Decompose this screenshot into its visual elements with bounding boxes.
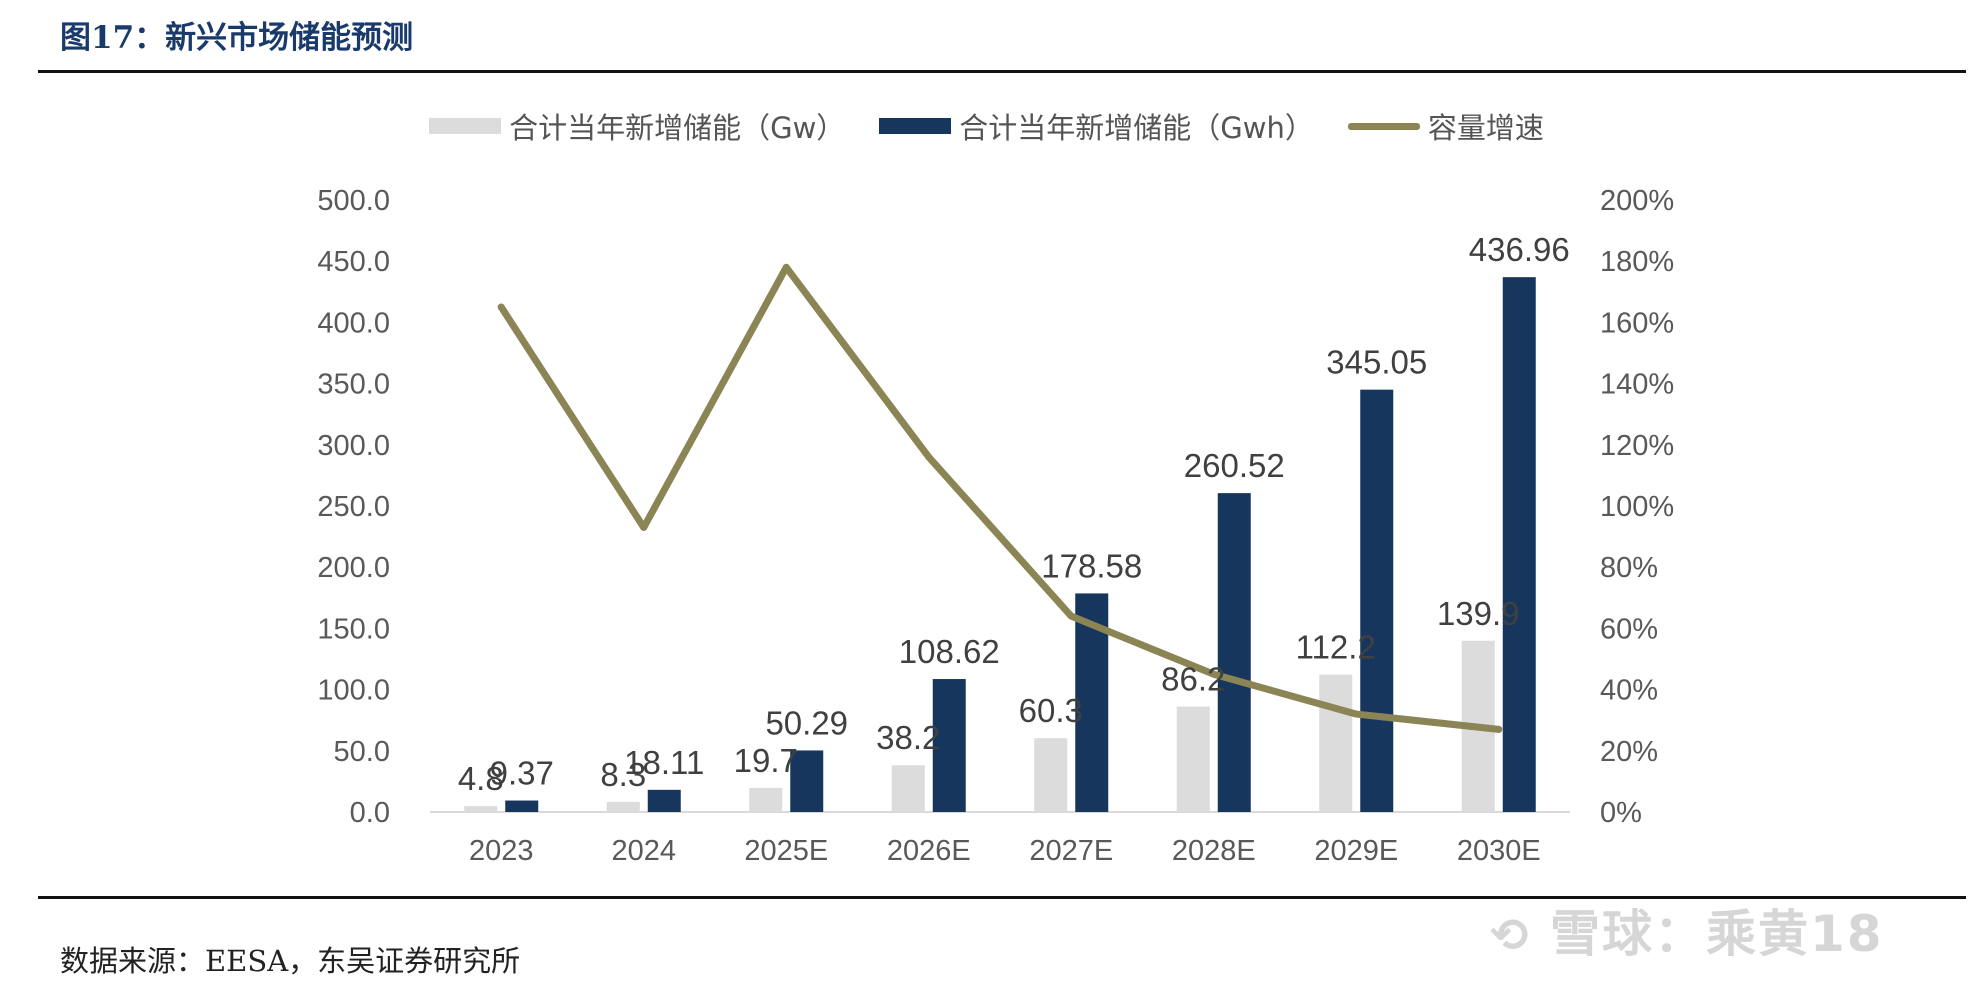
- data-label-gw: 38.2: [876, 719, 940, 756]
- legend-label-gw: 合计当年新增储能（Gw）: [509, 111, 846, 145]
- y2-tick-label: 200%: [1600, 185, 1674, 217]
- bar-gw: [1034, 738, 1068, 812]
- bar-gwh: [932, 679, 966, 812]
- bar-gwh: [505, 800, 539, 812]
- snowball-logo-icon: ⟲: [1490, 908, 1531, 962]
- bar-gw: [1176, 706, 1210, 812]
- x-tick-label: 2029E: [1314, 835, 1398, 867]
- x-tick-label: 2027E: [1029, 835, 1113, 867]
- x-tick-label: 2030E: [1457, 835, 1541, 867]
- data-label-gw: 60.3: [1019, 692, 1083, 729]
- x-tick-label: 2024: [611, 835, 676, 867]
- point-growth: [640, 523, 648, 531]
- point-growth: [497, 303, 505, 311]
- data-label-gw: 19.7: [734, 742, 798, 779]
- bar-gw: [891, 765, 925, 812]
- legend-label-gwh: 合计当年新增储能（Gwh）: [959, 111, 1314, 145]
- top-rule: [38, 70, 1966, 73]
- legend-swatch-gwh: [879, 118, 952, 134]
- point-growth: [1352, 710, 1360, 718]
- legend-item-growth: 容量增速: [1347, 105, 1544, 147]
- y-tick-label: 500.0: [317, 185, 390, 217]
- chart-legend: 合计当年新增储能（Gw） 合计当年新增储能（Gwh） 容量增速: [0, 105, 1973, 147]
- bar-gw: [749, 787, 783, 812]
- data-label-gw: 86.2: [1161, 660, 1225, 697]
- y-tick-label: 250.0: [317, 491, 390, 523]
- bar-gwh: [1502, 277, 1536, 812]
- data-label-gwh: 178.58: [1041, 547, 1142, 584]
- bar-gwh: [647, 789, 681, 812]
- bar-gwh: [1360, 389, 1394, 812]
- y-tick-label: 350.0: [317, 369, 390, 401]
- y2-tick-label: 140%: [1600, 369, 1674, 401]
- x-tick-label: 2026E: [887, 835, 971, 867]
- data-label-gwh: 260.52: [1184, 447, 1285, 484]
- y-tick-label: 300.0: [317, 430, 390, 462]
- data-label-gw: 112.2: [1296, 629, 1376, 666]
- point-growth: [925, 453, 933, 461]
- data-label-gw: 8.3: [600, 756, 646, 793]
- chart-plot: 0.0 50.0 100.0 150.0 200.0 250.0 300.0 350.0 400…: [317, 185, 1674, 867]
- data-label-gwh: 108.62: [899, 633, 1000, 670]
- y2-tick-label: 180%: [1600, 246, 1674, 278]
- y2-tick-label: 120%: [1600, 430, 1674, 462]
- x-tick-label: 2025E: [744, 835, 828, 867]
- point-growth: [1495, 725, 1503, 733]
- legend-label-growth: 容量增速: [1427, 111, 1544, 145]
- y2-tick-label: 160%: [1600, 307, 1674, 339]
- data-label-gwh: 436.96: [1469, 231, 1570, 268]
- y2-tick-label: 20%: [1600, 736, 1658, 768]
- watermark-text: 雪球：乘黄18: [1549, 905, 1884, 963]
- x-tick-label: 2028E: [1172, 835, 1256, 867]
- y-tick-label: 200.0: [317, 552, 390, 584]
- data-label-gw: 4.8: [458, 760, 504, 797]
- source-note: 数据来源：EESA，东吴证券研究所: [60, 944, 521, 978]
- figure-title: 图17：新兴市场储能预测: [60, 20, 414, 56]
- y2-tick-label: 80%: [1600, 552, 1658, 584]
- y-tick-label: 50.0: [334, 736, 390, 768]
- legend-swatch-gw: [429, 118, 502, 134]
- bar-gwh: [1217, 493, 1251, 812]
- bar-gw: [1319, 674, 1353, 812]
- data-label-gwh: 345.05: [1326, 344, 1427, 381]
- bar-gw: [464, 806, 498, 812]
- y2-tick-label: 100%: [1600, 491, 1674, 523]
- legend-item-gw: 合计当年新增储能（Gw）: [429, 105, 845, 147]
- data-label-gw: 139.9: [1437, 595, 1520, 632]
- bar-gw: [606, 801, 640, 812]
- y2-tick-label: 0%: [1600, 797, 1642, 829]
- data-label-gwh: 9.37: [490, 755, 554, 792]
- y-tick-label: 0.0: [350, 797, 390, 829]
- point-growth: [1067, 612, 1075, 620]
- y-tick-label: 450.0: [317, 246, 390, 278]
- y-tick-label: 100.0: [317, 675, 390, 707]
- y2-tick-label: 60%: [1600, 613, 1658, 645]
- bar-gwh: [790, 750, 824, 812]
- watermark: ⟲ 雪球：乘黄18: [1490, 894, 1884, 966]
- point-growth: [1210, 670, 1218, 678]
- legend-item-gwh: 合计当年新增储能（Gwh）: [879, 105, 1314, 147]
- line-growth: [497, 263, 1503, 733]
- y-tick-label: 150.0: [317, 613, 390, 645]
- legend-swatch-growth: [1347, 122, 1420, 130]
- point-growth: [782, 263, 790, 271]
- x-tick-label: 2023: [469, 835, 534, 867]
- data-label-gwh: 50.29: [765, 704, 848, 741]
- y-tick-label: 400.0: [317, 307, 390, 339]
- y2-tick-label: 40%: [1600, 675, 1658, 707]
- bottom-rule: [38, 896, 1966, 899]
- data-label-gwh: 18.11: [624, 744, 704, 781]
